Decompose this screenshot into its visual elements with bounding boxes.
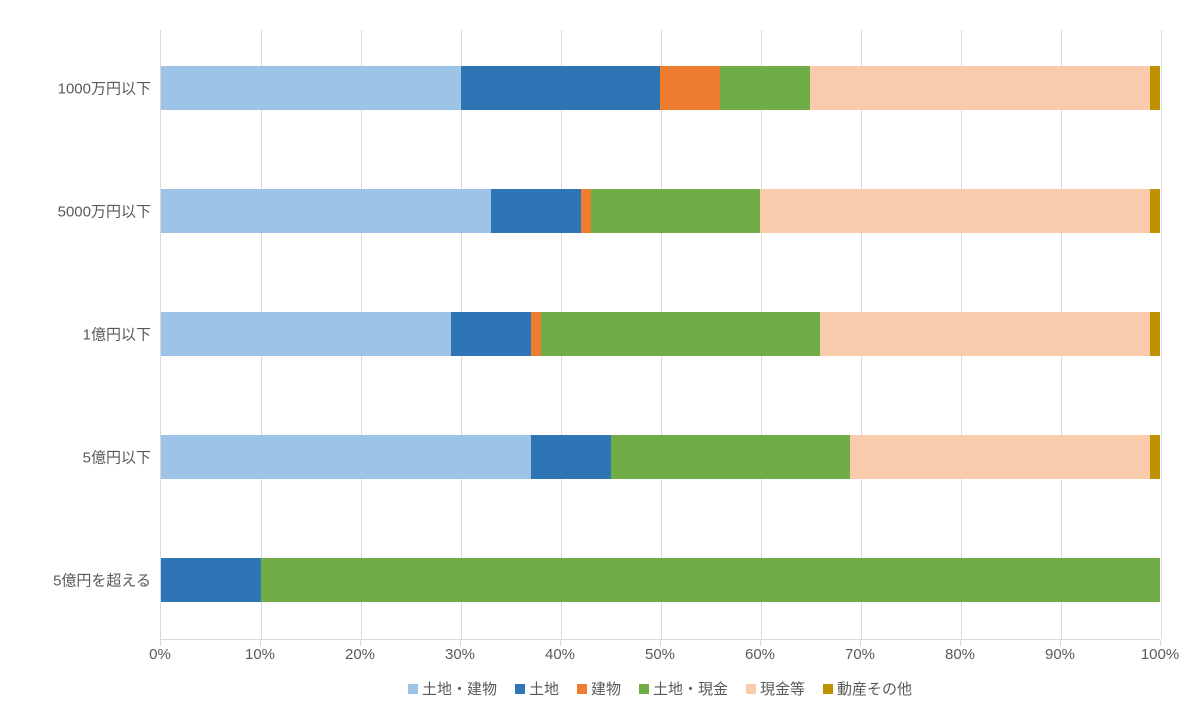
bar-segment [581,189,591,233]
x-axis-tick-label: 30% [445,646,475,663]
x-axis-tick-label: 0% [149,646,171,663]
bar-segment [1150,189,1160,233]
x-axis-tick-label: 80% [945,646,975,663]
legend-item: 動産その他 [823,678,912,699]
legend-item: 土地・現金 [639,678,728,699]
bar-segment [810,66,1150,110]
legend-label: 土地・建物 [422,678,497,699]
legend-swatch [746,684,756,694]
x-axis-tick-label: 70% [845,646,875,663]
legend-swatch [515,684,525,694]
bar-segment [1150,312,1160,356]
bar-segment [850,435,1150,479]
x-tick [860,640,861,646]
legend-item: 現金等 [746,678,805,699]
bar-segment [1150,435,1160,479]
x-tick [260,640,261,646]
bar-row: 5000万円以下 [161,189,1160,233]
x-axis-tick-label: 90% [1045,646,1075,663]
y-axis-category-label: 1億円以下 [83,324,151,345]
x-tick [460,640,461,646]
x-tick [1060,640,1061,646]
bar-segment [461,66,661,110]
x-tick [760,640,761,646]
x-axis-tick-label: 60% [745,646,775,663]
bar-segment [161,66,461,110]
bar-segment [491,189,581,233]
y-axis-category-label: 5億円以下 [83,447,151,468]
bar-segment [531,435,611,479]
bar-segment [161,435,531,479]
x-tick [160,640,161,646]
bar-segment [451,312,531,356]
x-axis-tick-label: 10% [245,646,275,663]
bar-segment [720,66,810,110]
x-tick [960,640,961,646]
x-tick [660,640,661,646]
x-axis-tick-label: 20% [345,646,375,663]
y-axis-category-label: 5億円を超える [53,570,151,591]
x-axis-tick-label: 50% [645,646,675,663]
bar-row: 1億円以下 [161,312,1160,356]
bar-segment [760,189,1150,233]
x-tick [560,640,561,646]
y-axis-category-label: 5000万円以下 [58,201,151,222]
legend-item: 土地 [515,678,559,699]
bar-segment [161,189,491,233]
legend-item: 建物 [577,678,621,699]
x-tick [1160,640,1161,646]
bar-row: 5億円を超える [161,558,1160,602]
legend-label: 建物 [591,678,621,699]
bar-segment [611,435,851,479]
bar-segment [591,189,761,233]
legend-swatch [823,684,833,694]
plot-area: 1000万円以下 5000万円以下 1億円以下 5億円以下 5億円を超える [160,30,1160,640]
legend-label: 土地 [529,678,559,699]
bar-row: 1000万円以下 [161,66,1160,110]
legend-swatch [639,684,649,694]
x-tick [360,640,361,646]
legend-item: 土地・建物 [408,678,497,699]
bar-segment [161,558,261,602]
x-axis-tick-label: 40% [545,646,575,663]
bar-segment [531,312,541,356]
legend-swatch [408,684,418,694]
x-axis-tick-label: 100% [1141,646,1179,663]
y-axis-category-label: 1000万円以下 [58,78,151,99]
bar-segment [660,66,720,110]
x-axis-label-row: 0%10%20%30%40%50%60%70%80%90%100% [160,646,1160,670]
bar-segment [1150,66,1160,110]
bar-segment [161,312,451,356]
stacked-bar-chart: 1000万円以下 5000万円以下 1億円以下 5億円以下 5億円を超える 0% 10% 2… [20,20,1180,706]
bar-row: 5億円以下 [161,435,1160,479]
bar-segment [820,312,1150,356]
legend-swatch [577,684,587,694]
bar-segment [261,558,1160,602]
legend-label: 土地・現金 [653,678,728,699]
legend-label: 動産その他 [837,678,912,699]
gridline [1161,30,1162,639]
bar-segment [541,312,821,356]
legend-label: 現金等 [760,678,805,699]
chart-legend: 土地・建物 土地 建物 土地・現金 現金等 動産その他 [160,678,1160,699]
